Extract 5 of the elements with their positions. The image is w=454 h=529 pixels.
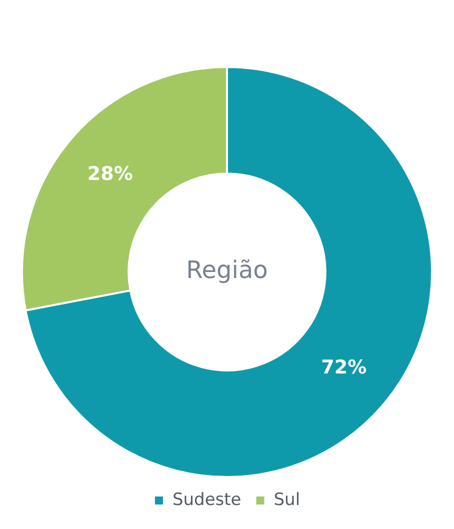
data-label: 72% xyxy=(321,356,367,379)
text: Região xyxy=(186,256,268,284)
legend-label: Sul xyxy=(274,490,300,510)
data-label: 28% xyxy=(87,163,133,186)
legend-label: Sudeste xyxy=(172,490,242,510)
